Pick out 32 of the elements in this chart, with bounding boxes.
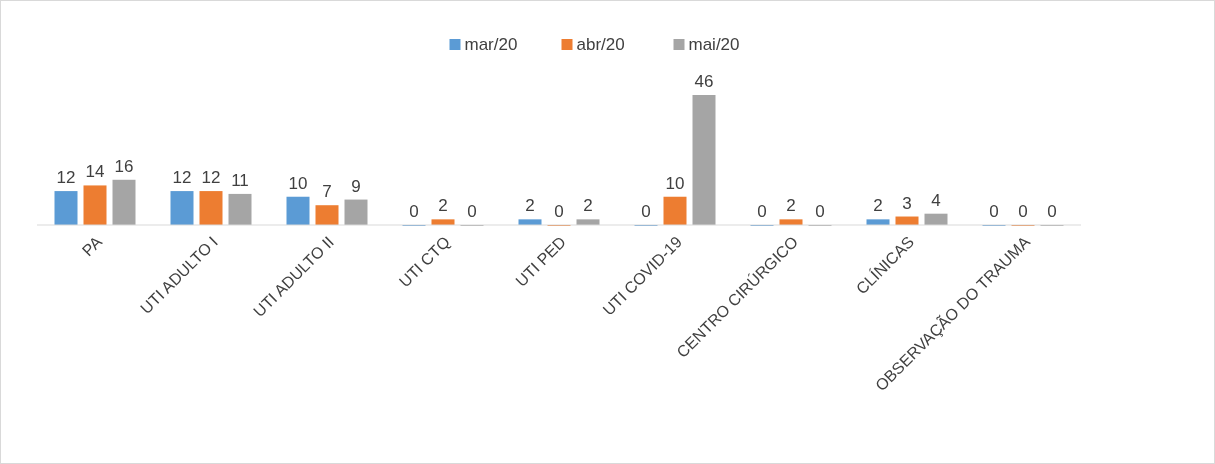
data-label: 0 <box>467 202 477 221</box>
data-label: 12 <box>56 168 76 188</box>
data-label: 0 <box>409 202 419 221</box>
data-label: 2 <box>873 196 883 216</box>
data-label: 2 <box>583 196 593 216</box>
legend-label: mai/20 <box>688 35 740 54</box>
data-label: 12 <box>201 168 221 188</box>
data-label: 14 <box>85 162 105 182</box>
x-tick-label: UTI PED <box>512 233 570 290</box>
data-label: 46 <box>694 72 714 91</box>
data-label: 0 <box>989 202 999 221</box>
data-label: 0 <box>1018 202 1028 221</box>
data-label: 10 <box>288 173 308 193</box>
legend-label: abr/20 <box>576 35 625 54</box>
data-label: 16 <box>114 156 134 176</box>
legend-label: mar/20 <box>464 35 518 54</box>
data-label: 2 <box>438 196 448 216</box>
data-label: 11 <box>231 170 249 190</box>
data-label: 10 <box>665 173 685 193</box>
x-tick-label: PA <box>78 232 106 260</box>
data-label: 0 <box>757 202 767 221</box>
data-label: 7 <box>322 182 332 202</box>
data-label: 2 <box>525 196 535 216</box>
data-label: 3 <box>902 193 912 213</box>
data-label: 0 <box>554 202 564 221</box>
data-label: 0 <box>641 202 651 221</box>
data-label: 9 <box>351 176 361 196</box>
data-label: 0 <box>1047 202 1057 221</box>
data-label: 4 <box>931 190 941 210</box>
data-label: 2 <box>786 196 796 216</box>
data-label: 12 <box>172 168 192 188</box>
data-label: 0 <box>815 202 825 221</box>
